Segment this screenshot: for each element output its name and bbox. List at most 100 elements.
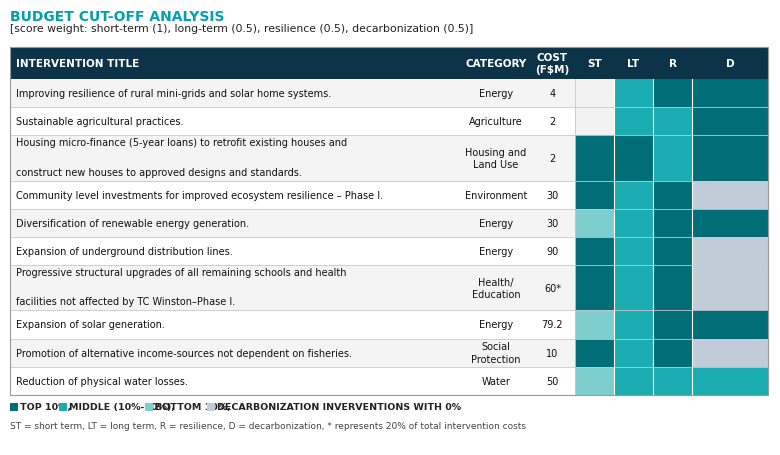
Bar [692, 181, 768, 209]
Bar [653, 108, 692, 136]
Bar [10, 209, 575, 238]
Bar [575, 181, 614, 209]
Bar [10, 311, 575, 339]
Text: 79.2: 79.2 [541, 320, 563, 330]
Text: 4: 4 [549, 89, 555, 99]
Bar [653, 80, 692, 108]
Bar [575, 311, 614, 339]
Bar [10, 108, 575, 136]
Text: ST: ST [587, 59, 602, 69]
Text: 60*: 60* [544, 283, 561, 293]
Bar [575, 108, 614, 136]
Text: Improving resilience of rural mini-grids and solar home systems.: Improving resilience of rural mini-grids… [16, 89, 332, 99]
Text: Energy: Energy [479, 320, 513, 330]
Text: Expansion of solar generation.: Expansion of solar generation. [16, 320, 165, 330]
Bar [575, 367, 614, 395]
Text: BOTTOM 10%,: BOTTOM 10%, [155, 403, 232, 412]
Bar [614, 311, 653, 339]
Text: Housing and
Land Use: Housing and Land Use [466, 147, 526, 170]
Bar [575, 238, 614, 266]
Bar [10, 339, 575, 367]
Text: Health/
Education: Health/ Education [472, 277, 520, 299]
Text: ST = short term, LT = long term, R = resilience, D = decarbonization, * represen: ST = short term, LT = long term, R = res… [10, 421, 526, 430]
Text: BUDGET CUT-OFF ANALYSIS: BUDGET CUT-OFF ANALYSIS [10, 10, 225, 24]
Text: construct new houses to approved designs and standards.: construct new houses to approved designs… [16, 167, 302, 177]
Bar [614, 367, 653, 395]
Text: Energy: Energy [479, 247, 513, 257]
Text: Progressive structural upgrades of all remaining schools and health: Progressive structural upgrades of all r… [16, 268, 346, 278]
Bar [653, 181, 692, 209]
Text: Water: Water [481, 376, 510, 386]
Text: INTERVENTION TITLE: INTERVENTION TITLE [16, 59, 140, 69]
Bar [653, 311, 692, 339]
Text: Promotion of alternative income-sources not dependent on fisheries.: Promotion of alternative income-sources … [16, 348, 352, 358]
Text: 30: 30 [546, 190, 558, 200]
Text: R: R [668, 59, 676, 69]
Text: Housing micro-finance (5-year loans) to retrofit existing houses and: Housing micro-finance (5-year loans) to … [16, 138, 347, 148]
Text: 90: 90 [546, 247, 558, 257]
Bar [10, 403, 18, 411]
Bar [10, 266, 575, 311]
Bar [10, 238, 575, 266]
Bar [614, 238, 653, 266]
Bar [614, 80, 653, 108]
Bar [614, 266, 653, 311]
Text: Energy: Energy [479, 89, 513, 99]
Bar [692, 311, 768, 339]
Bar [58, 403, 67, 411]
Bar [10, 136, 575, 181]
Bar [207, 403, 215, 411]
Bar [692, 209, 768, 238]
Bar [692, 80, 768, 108]
Bar [692, 238, 768, 266]
Bar [692, 367, 768, 395]
Text: Diversification of renewable energy generation.: Diversification of renewable energy gene… [16, 218, 249, 228]
Bar [575, 266, 614, 311]
Bar [10, 80, 575, 108]
Bar [692, 266, 768, 311]
Text: 2: 2 [549, 117, 555, 127]
Bar [614, 339, 653, 367]
Bar [575, 136, 614, 181]
Bar [653, 339, 692, 367]
Bar [692, 136, 768, 181]
Text: Community level investments for improved ecosystem resilience – Phase I.: Community level investments for improved… [16, 190, 383, 200]
Bar [10, 367, 575, 395]
Text: 2: 2 [549, 154, 555, 164]
Text: Expansion of underground distribution lines.: Expansion of underground distribution li… [16, 247, 232, 257]
Bar [10, 181, 575, 209]
Text: Environment: Environment [465, 190, 527, 200]
Bar [653, 136, 692, 181]
Bar [653, 266, 692, 311]
Bar [653, 367, 692, 395]
Text: Energy: Energy [479, 218, 513, 228]
Bar [10, 48, 768, 80]
Bar [653, 238, 692, 266]
Text: Agriculture: Agriculture [469, 117, 523, 127]
Bar [614, 108, 653, 136]
Text: TOP 10%,: TOP 10%, [20, 403, 71, 412]
Text: Social
Protection: Social Protection [471, 342, 521, 364]
Bar [692, 339, 768, 367]
Text: 50: 50 [546, 376, 558, 386]
Bar [692, 108, 768, 136]
Bar [614, 181, 653, 209]
Bar [145, 403, 154, 411]
Text: DECARBONIZATION INVERVENTIONS WITH 0%: DECARBONIZATION INVERVENTIONS WITH 0% [217, 403, 461, 412]
Bar [575, 209, 614, 238]
Text: [score weight: short-term (1), long-term (0.5), resilience (0.5), decarbonizatio: [score weight: short-term (1), long-term… [10, 24, 473, 34]
Text: MIDDLE (10%-90%),: MIDDLE (10%-90%), [69, 403, 175, 412]
Text: CATEGORY: CATEGORY [466, 59, 526, 69]
Bar [10, 48, 768, 395]
Text: 10: 10 [546, 348, 558, 358]
Text: COST
(F$M): COST (F$M) [535, 53, 569, 75]
Bar [653, 209, 692, 238]
Bar [575, 339, 614, 367]
Text: facilities not affected by TC Winston–Phase I.: facilities not affected by TC Winston–Ph… [16, 297, 236, 307]
Text: Sustainable agricultural practices.: Sustainable agricultural practices. [16, 117, 183, 127]
Bar [614, 209, 653, 238]
Text: D: D [725, 59, 734, 69]
Text: 30: 30 [546, 218, 558, 228]
Bar [614, 136, 653, 181]
Text: Reduction of physical water losses.: Reduction of physical water losses. [16, 376, 188, 386]
